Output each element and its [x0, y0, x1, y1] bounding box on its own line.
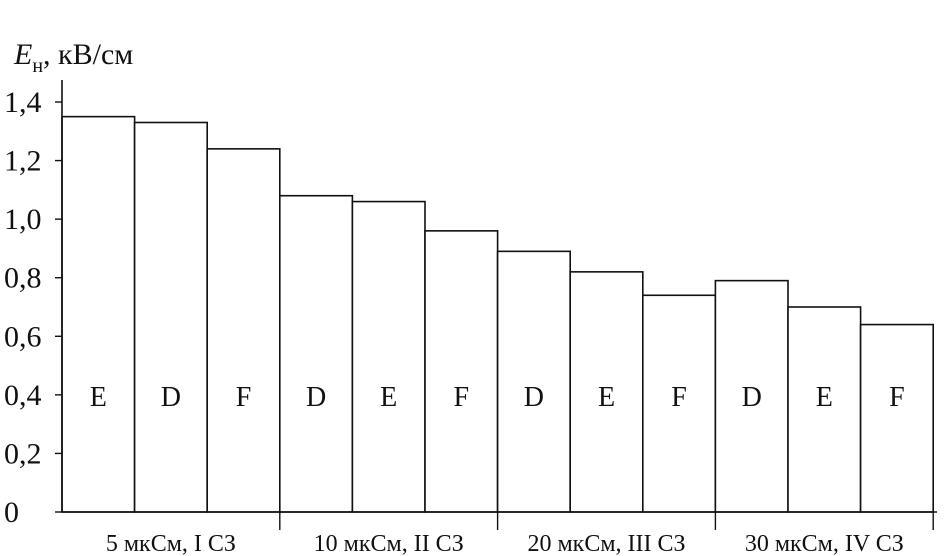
- y-tick-label: 0,6: [4, 320, 42, 353]
- y-tick-label: 1,2: [4, 145, 42, 178]
- bar-label: F: [671, 382, 687, 413]
- bar: [351, 200, 426, 513]
- y-tick-label: 0,8: [4, 262, 42, 295]
- bar: [133, 121, 209, 513]
- bar-label: E: [90, 382, 107, 413]
- bar-label: F: [236, 382, 252, 413]
- bar-label: F: [889, 382, 905, 413]
- y-tick-label: 0,2: [4, 437, 42, 470]
- group-label: 30 мкСм, IV СЗ: [745, 531, 904, 556]
- bar-label: E: [816, 382, 833, 413]
- y-axis-ticks: 0 0,2 0,4 0,6 0,8 1,0 1,2 1,4: [4, 86, 62, 529]
- bar: [61, 115, 136, 513]
- bar: [859, 323, 934, 513]
- bar: [424, 230, 499, 513]
- bar-label: E: [598, 382, 615, 413]
- bar: [278, 194, 354, 513]
- bar-label: D: [306, 382, 326, 413]
- group-label: 5 мкСм, I СЗ: [106, 531, 236, 556]
- bar: [206, 148, 281, 513]
- group-labels: 5 мкСм, I СЗ 10 мкСм, II СЗ 20 мкСм, III С…: [106, 512, 934, 556]
- bar-label: F: [454, 382, 470, 413]
- bar-label: D: [742, 382, 762, 413]
- bar-label: D: [161, 382, 181, 413]
- bar: [496, 250, 572, 513]
- group-label: 10 мкСм, II СЗ: [314, 531, 464, 556]
- bar: [569, 271, 644, 513]
- group-label: 20 мкСм, III СЗ: [527, 531, 685, 556]
- y-axis-label: Eн, кВ/см: [13, 38, 133, 77]
- bars: [61, 115, 934, 513]
- y-tick-label: 0,4: [4, 379, 42, 412]
- y-tick-label: 0: [4, 496, 19, 529]
- y-tick-label: 1,4: [4, 86, 42, 119]
- y-tick-label: 1,0: [4, 203, 42, 236]
- bar-label: D: [524, 382, 544, 413]
- bar-label: E: [380, 382, 397, 413]
